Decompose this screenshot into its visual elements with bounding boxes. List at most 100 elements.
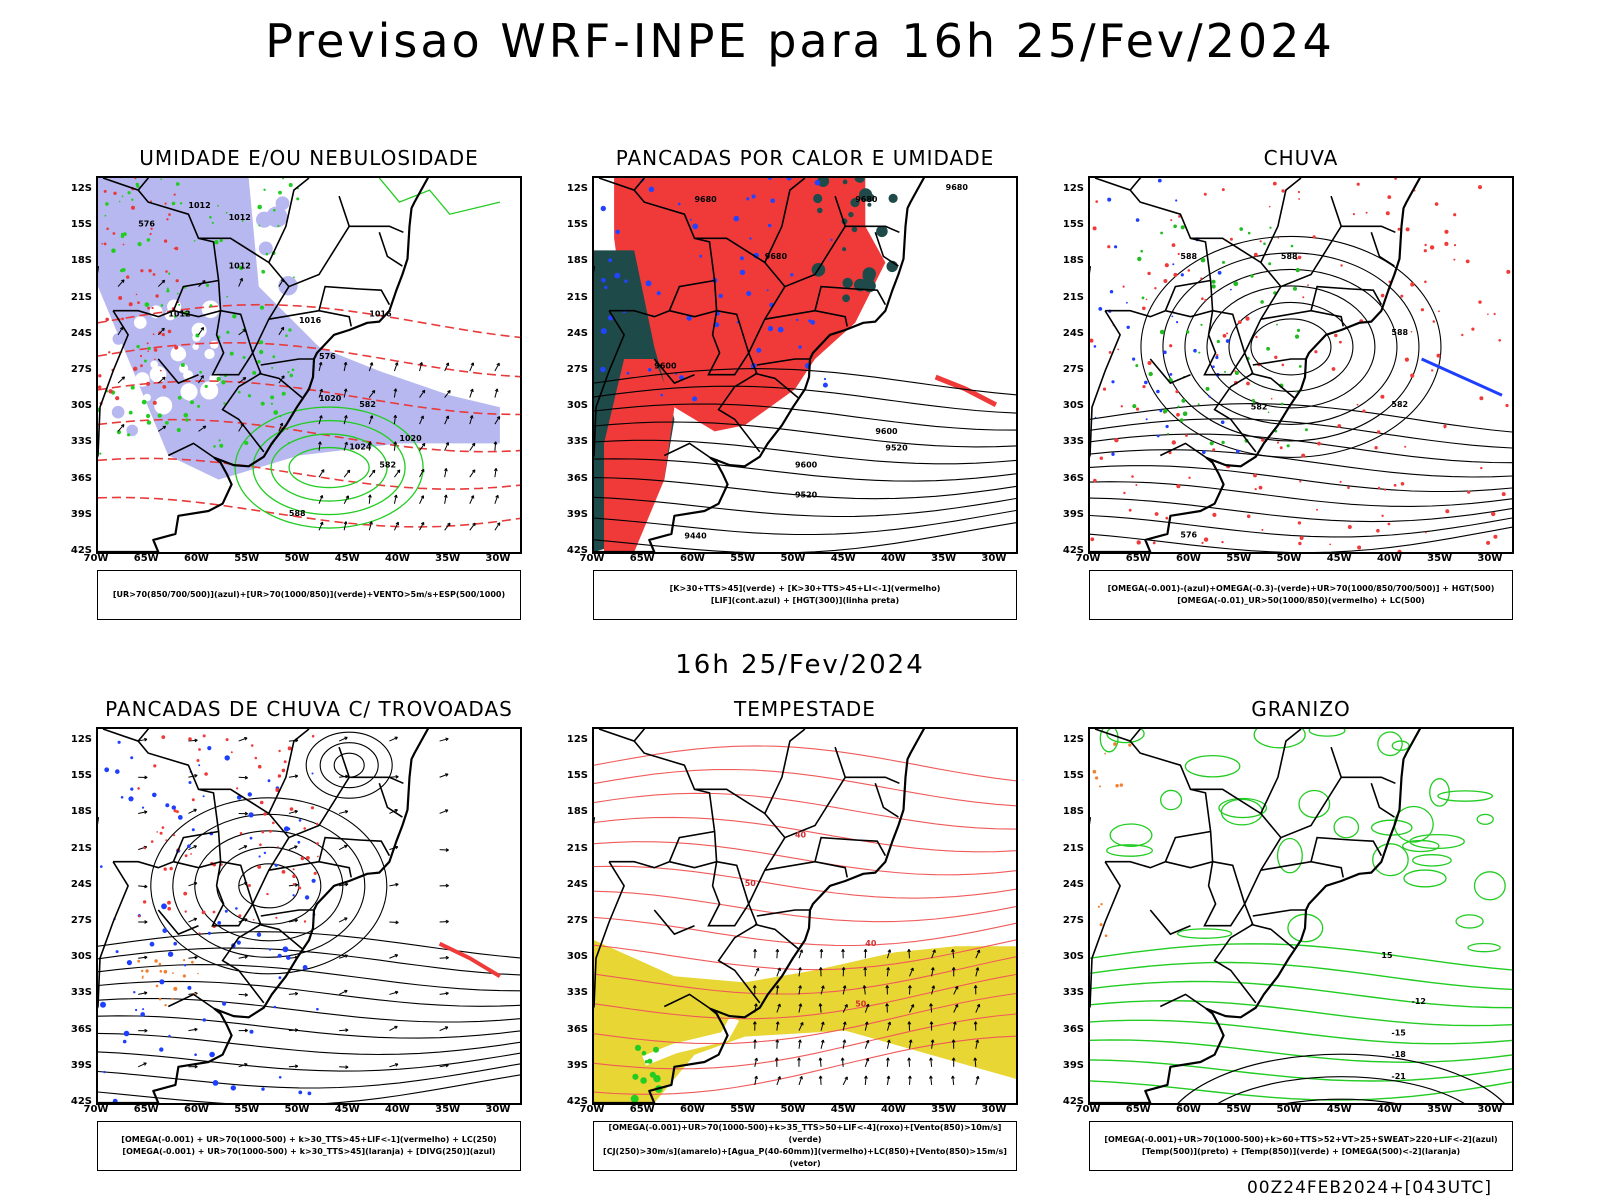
lat-tick-label: 21S <box>566 291 588 303</box>
lat-tick-label: 27S <box>566 364 588 376</box>
legend-umidade: [UR>70(850/700/500)](azul)+[UR>70(1000/8… <box>97 570 521 620</box>
lat-tick-label: 36S <box>70 472 92 484</box>
panel-title-umidade: UMIDADE E/OU NEBULOSIDADE <box>139 146 479 170</box>
lon-tick-label: 70W <box>579 553 605 564</box>
lat-tick-label: 12S <box>566 734 588 746</box>
lon-tick-label: 40W <box>1376 553 1402 564</box>
lon-tick-label: 55W <box>1226 1104 1252 1115</box>
lon-tick-label: 70W <box>83 1104 109 1115</box>
lon-tick-label: 60W <box>679 553 705 564</box>
legend-line: [Temp(500)](preto) + [Temp(850)](verde) … <box>1141 1147 1461 1156</box>
contour-label: 576 <box>138 219 155 228</box>
lon-tick-label: 55W <box>234 553 260 564</box>
lon-tick-label: 50W <box>780 1104 806 1115</box>
legend-line: [LIF](cont.azul) + [HGT(300)](linha pret… <box>710 596 900 605</box>
legend-chuva: [OMEGA(-0.001)-(azul)+OMEGA(-0.3)-(verde… <box>1089 570 1513 620</box>
contour-label: 9600 <box>654 362 677 371</box>
panel-title-trovoadas: PANCADAS DE CHUVA C/ TROVOADAS <box>105 697 513 721</box>
lat-tick-label: 24S <box>1062 878 1084 890</box>
lon-tick-label: 45W <box>334 553 360 564</box>
panel-title-chuva: CHUVA <box>1263 146 1339 170</box>
legend-line: [OMEGA(-0.001)-(azul)+OMEGA(-0.3)-(verde… <box>1107 584 1495 593</box>
lon-tick-label: 40W <box>880 553 906 564</box>
panel-title-tempestade: TEMPESTADE <box>734 697 876 721</box>
lat-tick-label: 36S <box>566 1023 588 1035</box>
lon-tick-label: 30W <box>981 1104 1007 1115</box>
lat-tick-label: 36S <box>1062 1023 1084 1035</box>
contour-label: 9600 <box>795 461 818 470</box>
lat-tick-label: 33S <box>566 436 588 448</box>
lat-tick-label: 39S <box>566 1059 588 1071</box>
lat-tick-label: 15S <box>70 770 92 782</box>
lat-tick-label: 12S <box>70 734 92 746</box>
lat-tick-label: 39S <box>1062 1059 1084 1071</box>
map-canvas <box>98 729 520 1103</box>
contour-label: 9680 <box>855 195 878 204</box>
contour-label: 582 <box>1251 403 1268 412</box>
contour-label: 582 <box>379 461 396 470</box>
lat-tick-label: 24S <box>566 327 588 339</box>
lat-tick-label: 18S <box>1062 255 1084 267</box>
contour-label: 15 <box>1381 951 1393 960</box>
lon-tick-label: 65W <box>1125 553 1151 564</box>
lat-tick-label: 42S <box>1062 545 1084 556</box>
main-title: Previsao WRF-INPE para 16h 25/Fev/2024 <box>265 14 1335 68</box>
map-tempestade: 40 50 40 50 <box>592 727 1018 1105</box>
lat-tick-label: 27S <box>566 915 588 927</box>
lon-tick-label: 60W <box>183 553 209 564</box>
contour-label: 50 <box>745 879 757 888</box>
contour-label: 1024 <box>349 442 372 451</box>
lat-tick-label: 15S <box>70 219 92 231</box>
lat-tick-label: 27S <box>1062 364 1084 376</box>
lon-tick-label: 40W <box>384 553 410 564</box>
legend-line: [OMEGA(-0.001) + UR>70(1000-500) + k>30_… <box>122 1147 496 1156</box>
contour-label: 1020 <box>399 434 422 443</box>
lon-tick-label: 30W <box>981 553 1007 564</box>
contour-label: 1012 <box>229 261 251 270</box>
lon-tick-label: 50W <box>284 553 310 564</box>
map-canvas: -12 -15 -18 -21 15 <box>1090 729 1512 1103</box>
lat-tick-label: 42S <box>70 1096 92 1107</box>
legend-line: [CJ(250)>30m/s](amarelo)+[Agua_P(40-60mm… <box>603 1147 1007 1168</box>
lon-tick-label: 50W <box>780 553 806 564</box>
map-trovoadas <box>96 727 522 1105</box>
lon-tick-label: 45W <box>830 553 856 564</box>
lat-tick-label: 33S <box>1062 987 1084 999</box>
lat-tick-label: 24S <box>70 878 92 890</box>
lat-tick-label: 30S <box>1062 400 1084 412</box>
lon-tick-label: 35W <box>1427 1104 1453 1115</box>
contour-label: -21 <box>1391 1072 1406 1081</box>
lon-tick-label: 70W <box>1075 553 1101 564</box>
contour-label: -18 <box>1391 1050 1406 1059</box>
lon-tick-label: 70W <box>579 1104 605 1115</box>
lat-tick-label: 27S <box>70 364 92 376</box>
contour-label: -12 <box>1412 997 1426 1006</box>
contour-label: 9440 <box>684 532 707 541</box>
lat-tick-label: 21S <box>70 291 92 303</box>
lon-tick-label: 30W <box>485 553 511 564</box>
lat-tick-label: 30S <box>70 951 92 963</box>
lon-tick-label: 60W <box>183 1104 209 1115</box>
contour-label: 40 <box>865 939 877 948</box>
map-pancadas-calor: 9680 9680 9680 9600 9600 9520 9520 9440 9680 9600 <box>592 176 1018 554</box>
lat-tick-label: 15S <box>566 219 588 231</box>
lat-tick-label: 42S <box>566 545 588 556</box>
lat-tick-label: 30S <box>566 400 588 412</box>
lat-tick-label: 12S <box>1062 734 1084 746</box>
lat-tick-label: 21S <box>566 842 588 854</box>
map-canvas: 40 50 40 50 <box>594 729 1016 1103</box>
lat-tick-label: 27S <box>1062 915 1084 927</box>
lon-tick-label: 65W <box>629 553 655 564</box>
lon-tick-label: 50W <box>284 1104 310 1115</box>
lat-tick-label: 12S <box>70 183 92 195</box>
lat-tick-label: 36S <box>1062 472 1084 484</box>
lon-tick-label: 30W <box>485 1104 511 1115</box>
legend-granizo: [OMEGA(-0.001)+UR>70(1000-500)+k>60+TTS>… <box>1089 1121 1513 1171</box>
contour-label: 588 <box>1391 328 1408 337</box>
lon-tick-label: 40W <box>384 1104 410 1115</box>
lat-tick-label: 33S <box>1062 436 1084 448</box>
panel-title-granizo: GRANIZO <box>1251 697 1351 721</box>
contour-label: 1012 <box>168 310 190 319</box>
map-canvas: 9680 9680 9680 9600 9600 9520 9520 9440 9680 9600 <box>594 178 1016 552</box>
contour-label: 9680 <box>694 195 717 204</box>
